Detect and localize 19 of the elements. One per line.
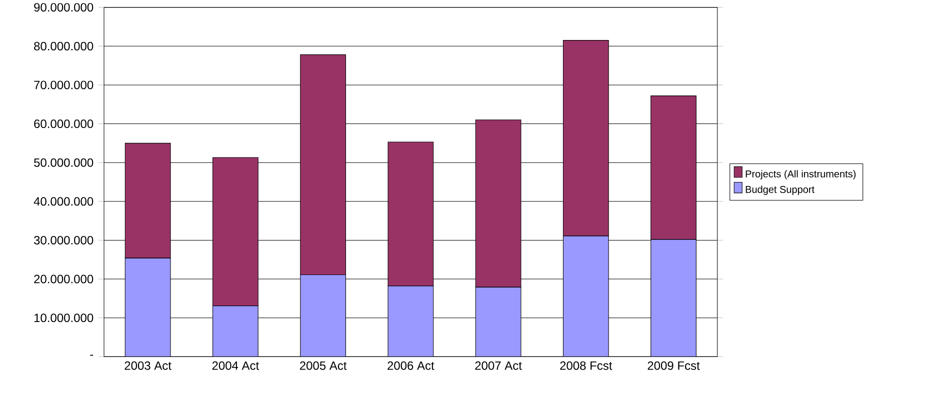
- y-tick-label: 10.000.000: [34, 314, 94, 322]
- y-tick-label: 40.000.000: [34, 197, 94, 206]
- x-tick-label: 2009 Fcst: [648, 361, 700, 370]
- legend-label: Projects (All instruments): [746, 170, 856, 180]
- y-tick-label: 30.000.000: [34, 236, 94, 244]
- y-tick-label: 80.000.000: [34, 42, 94, 50]
- y-tick-label: 90.000.000: [34, 3, 94, 12]
- y-tick-label: 60.000.000: [34, 120, 94, 128]
- x-tick-label: 2006 Act: [388, 361, 434, 370]
- x-tick-label: 2007 Act: [475, 361, 522, 370]
- x-tick-label: 2003 Act: [124, 361, 172, 370]
- y-tick-label: 70.000.000: [34, 80, 94, 90]
- y-tick-label: 20.000.000: [34, 274, 94, 284]
- y-tick-label: 50.000.000: [34, 158, 94, 167]
- x-tick-label: 2005 Act: [300, 361, 347, 370]
- y-tick-label: -: [90, 354, 94, 356]
- legend-label: Budget Support: [746, 186, 814, 195]
- x-tick-label: 2008 Fcst: [560, 361, 612, 370]
- x-tick-label: 2004 Act: [212, 361, 260, 370]
